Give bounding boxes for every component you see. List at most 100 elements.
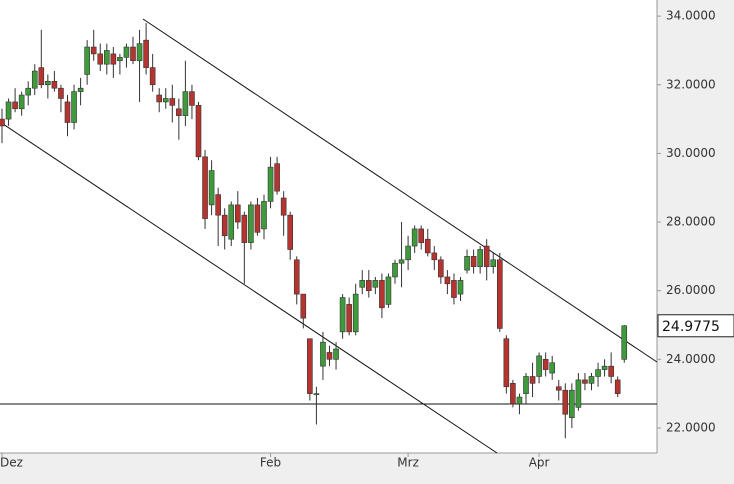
candle-body	[176, 108, 182, 116]
upper-channel-line	[142, 18, 658, 363]
candle-body	[162, 98, 169, 103]
candle-body	[569, 389, 575, 418]
candle-body	[287, 214, 294, 250]
last-price-box	[657, 314, 734, 338]
candle-body	[405, 245, 411, 261]
candle-body	[130, 46, 136, 62]
last-price-label: 24.9775	[662, 319, 720, 335]
candle-body	[31, 70, 38, 89]
candle-body	[84, 46, 90, 75]
candle-body	[431, 252, 438, 261]
candle-body	[182, 91, 189, 116]
candle-body	[398, 259, 405, 264]
candle-body	[601, 365, 608, 370]
y-axis-band	[657, 0, 734, 484]
candle-body	[510, 383, 516, 405]
candle-body	[379, 280, 385, 309]
candle-body	[470, 256, 477, 267]
candle-body	[202, 156, 208, 219]
candle-body	[208, 170, 215, 206]
candle-body	[45, 81, 51, 86]
candle-body	[339, 297, 346, 333]
candle-body	[18, 94, 25, 110]
candle-body	[280, 197, 287, 216]
y-tick-label: 30.0000	[666, 146, 716, 160]
candle-body	[123, 46, 130, 58]
candle-body	[346, 304, 352, 333]
candle-body	[235, 204, 241, 223]
candle-body	[293, 259, 300, 295]
y-tick-label: 28.0000	[666, 215, 716, 229]
y-tick-label: 22.0000	[666, 420, 716, 434]
candle-body	[313, 393, 320, 395]
candle-body	[483, 245, 490, 267]
candle-body	[438, 259, 444, 278]
candle-body	[104, 50, 110, 65]
y-tick-label: 24.0000	[666, 352, 716, 366]
candle-body	[0, 118, 5, 127]
candle-body	[365, 280, 372, 291]
candle-body	[359, 280, 366, 288]
candle-body	[457, 280, 464, 295]
candle-body	[424, 238, 431, 254]
candle-body	[97, 53, 104, 65]
candle-body	[274, 163, 280, 192]
candle-body	[536, 355, 542, 377]
candle-body	[221, 214, 228, 237]
y-tick-label: 34.0000	[666, 9, 716, 23]
candle-body	[529, 376, 536, 384]
candle-body	[542, 359, 549, 370]
candle-body	[64, 101, 71, 123]
candle-body	[267, 166, 274, 202]
candle-body	[71, 91, 77, 123]
candle-body	[90, 46, 97, 55]
candle-body	[12, 101, 18, 110]
candle-body	[261, 201, 267, 230]
candle-body	[372, 280, 379, 288]
candle-body	[117, 57, 123, 62]
candle-body	[490, 259, 497, 267]
candle-body	[621, 325, 628, 360]
candle-body	[392, 262, 398, 278]
x-tick-label: Mrz	[397, 456, 419, 470]
candle-body	[451, 280, 457, 298]
candle-body	[562, 389, 569, 415]
candle-body	[411, 228, 418, 247]
candle-body	[385, 276, 392, 305]
candle-body	[169, 98, 176, 106]
candle-body	[575, 379, 582, 408]
candle-body	[136, 43, 143, 62]
candle-body	[523, 376, 529, 394]
x-tick-label: Feb	[260, 456, 281, 470]
candle-body	[5, 101, 12, 120]
candle-body	[77, 87, 84, 92]
candle-body	[418, 228, 425, 243]
candle-body	[241, 214, 248, 243]
candle-body	[300, 293, 307, 319]
candle-body	[608, 365, 614, 377]
y-tick-label: 32.0000	[666, 77, 716, 91]
candle-body	[195, 105, 202, 158]
candle-body	[516, 396, 523, 405]
x-tick-label: Dez	[0, 456, 23, 470]
lower-channel-line	[0, 121, 498, 454]
candle-body	[51, 81, 58, 89]
candle-body	[156, 94, 162, 103]
candle-body	[38, 67, 45, 86]
candle-body	[614, 379, 621, 394]
candle-body	[582, 379, 588, 384]
candle-body	[143, 39, 149, 68]
candle-body	[215, 194, 221, 216]
candle-body	[326, 352, 333, 360]
candle-body	[555, 386, 562, 391]
candle-body	[588, 376, 595, 384]
y-tick-label: 26.0000	[666, 283, 716, 297]
candle-body	[444, 276, 451, 285]
x-tick-label: Apr	[529, 456, 550, 470]
candle-body	[352, 293, 359, 333]
candle-body	[595, 369, 601, 377]
candle-body	[248, 204, 254, 243]
candle-body	[58, 87, 64, 99]
